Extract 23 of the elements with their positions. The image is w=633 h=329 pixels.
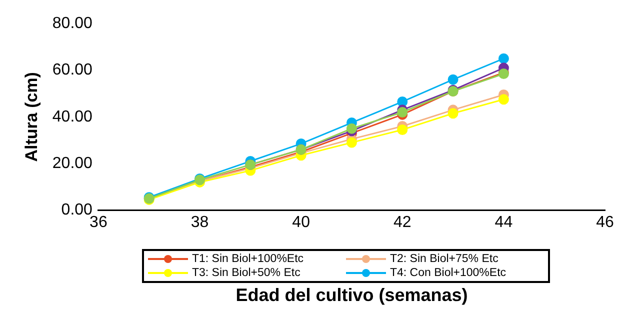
point (498, 94, 509, 105)
legend-label: T4: Con Biol+100%Etc (390, 267, 506, 279)
x-tick-label: 40 (292, 214, 310, 232)
y-tick-label: 20.00 (52, 154, 93, 172)
legend-label: T1: Sin Biol+100%Etc (192, 253, 304, 265)
point (498, 53, 509, 64)
x-tick-label: 46 (596, 214, 614, 232)
legend-label: T3: Sin Biol+50% Etc (192, 267, 300, 279)
y-axis-title: Altura (cm) (22, 72, 41, 162)
point (448, 74, 458, 85)
legend-label: T2: Sin Biol+75% Etc (390, 253, 498, 265)
x-tick-label: 38 (190, 214, 209, 232)
point (397, 124, 408, 135)
x-tick-label: 44 (494, 214, 513, 232)
point (346, 123, 357, 134)
y-tick-label: 60.00 (52, 62, 93, 79)
x-tick-label: 42 (393, 214, 412, 232)
y-tick-label: 80.00 (52, 15, 93, 32)
y-tick-label: 40.00 (52, 108, 93, 126)
x-tick-label: 36 (90, 214, 108, 232)
x-axis-title: Edad del cultivo (semanas) (236, 285, 468, 306)
point (346, 137, 357, 148)
point (448, 108, 458, 119)
